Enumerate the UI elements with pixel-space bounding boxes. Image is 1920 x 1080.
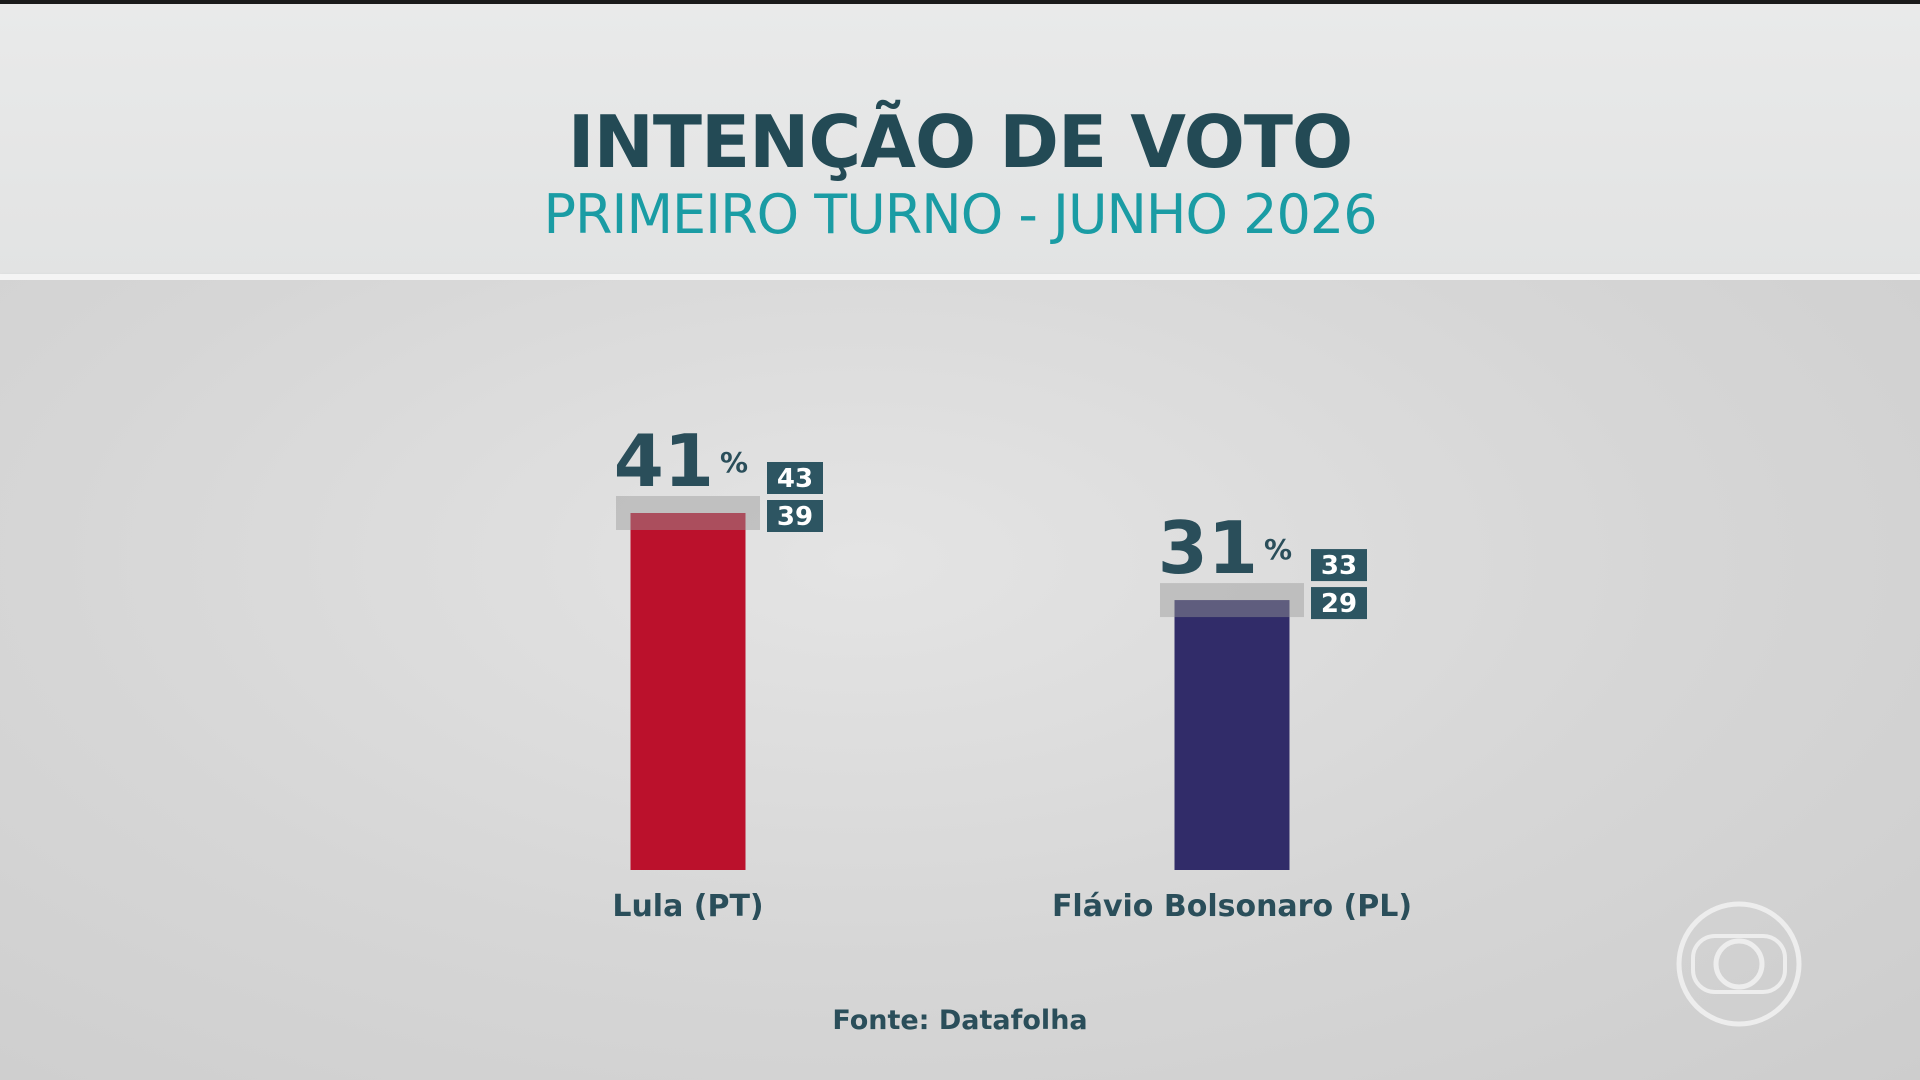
error-band-1	[1160, 583, 1304, 618]
header-divider	[0, 274, 1920, 280]
error-band-0	[616, 496, 760, 530]
range-high-label-0: 43	[777, 464, 813, 494]
chart-title: INTENÇÃO DE VOTO	[567, 100, 1353, 184]
range-high-box-0	[767, 462, 823, 494]
source-label: Fonte: Datafolha	[832, 1005, 1088, 1036]
bar-0	[630, 513, 746, 870]
tv-network-logo-icon	[1676, 901, 1802, 1027]
percent-sign-0: %	[720, 446, 748, 479]
range-high-label-1: 33	[1321, 551, 1357, 581]
bar-1	[1174, 600, 1290, 870]
range-low-label-0: 39	[777, 502, 813, 532]
header-panel	[0, 4, 1920, 274]
range-low-box-1	[1311, 587, 1367, 620]
top-bar	[0, 0, 1920, 4]
category-label-1: Flávio Bolsonaro (PL)	[1052, 889, 1412, 924]
percent-sign-1: %	[1264, 533, 1292, 566]
chart-panel	[0, 280, 1920, 1080]
range-high-box-1	[1311, 549, 1367, 582]
category-label-0: Lula (PT)	[612, 889, 763, 924]
range-low-box-0	[767, 500, 823, 532]
chart-subtitle: PRIMEIRO TURNO - JUNHO 2026	[543, 183, 1377, 246]
value-label-1: 31	[1158, 506, 1258, 590]
range-low-label-1: 29	[1321, 589, 1357, 619]
value-label-0: 41	[614, 419, 714, 503]
